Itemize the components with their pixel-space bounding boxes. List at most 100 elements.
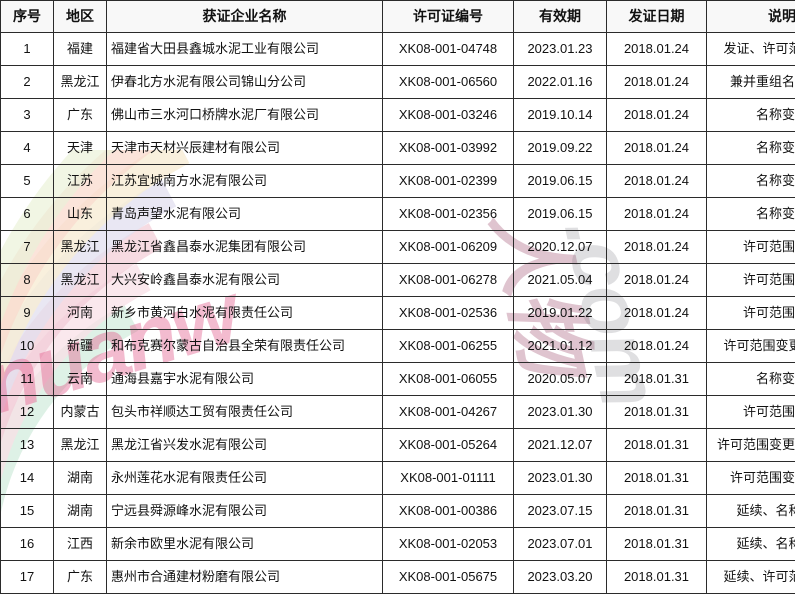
cell-region: 天津 xyxy=(53,131,107,165)
cell-issue-date: 2018.01.24 xyxy=(606,32,707,66)
cell-validity-date: 2019.10.14 xyxy=(513,98,607,132)
column-header-issue-date: 发证日期 xyxy=(606,0,707,33)
cell-company-name: 黑龙江省兴发水泥有限公司 xyxy=(106,428,383,462)
cell-region: 云南 xyxy=(53,362,107,396)
cell-validity-date: 2019.06.15 xyxy=(513,164,607,198)
cell-region: 湖南 xyxy=(53,461,107,495)
cell-license-number: XK08-001-01111 xyxy=(382,461,514,495)
cell-region: 黑龙江 xyxy=(53,263,107,297)
table-row: 16 江西 新余市欧里水泥有限公司 XK08-001-02053 2023.07.01 2… xyxy=(0,527,795,561)
cell-region: 山东 xyxy=(53,197,107,231)
table-row: 4 天津 天津市天材兴辰建材有限公司 XK08-001-03992 2019.09.22… xyxy=(0,131,795,165)
cell-note: 许可范围变更 xyxy=(706,230,795,264)
table-row: 8 黑龙江 大兴安岭鑫昌泰水泥有限公司 XK08-001-06278 2021.05.0… xyxy=(0,263,795,297)
table-row: 9 河南 新乡市黄河白水泥有限责任公司 XK08-001-02536 2019.01.2… xyxy=(0,296,795,330)
cell-license-number: XK08-001-06209 xyxy=(382,230,514,264)
table-row: 14 湖南 永州莲花水泥有限责任公司 XK08-001-01111 2023.01.30… xyxy=(0,461,795,495)
column-header-region: 地区 xyxy=(53,0,107,33)
cell-validity-date: 2020.05.07 xyxy=(513,362,607,396)
table-row: 10 新疆 和布克赛尔蒙古自治县全荣有限责任公司 XK08-001-06255 2021… xyxy=(0,329,795,363)
cell-license-number: XK08-001-06278 xyxy=(382,263,514,297)
cell-index: 1 xyxy=(0,32,54,66)
cell-license-number: XK08-001-03992 xyxy=(382,131,514,165)
cell-issue-date: 2018.01.24 xyxy=(606,131,707,165)
cell-index: 14 xyxy=(0,461,54,495)
cell-region: 江苏 xyxy=(53,164,107,198)
cell-issue-date: 2018.01.24 xyxy=(606,197,707,231)
cell-note: 许可范围变更名称变更 xyxy=(706,428,795,462)
cell-validity-date: 2021.12.07 xyxy=(513,428,607,462)
cell-company-name: 天津市天材兴辰建材有限公司 xyxy=(106,131,383,165)
cell-validity-date: 2022.01.16 xyxy=(513,65,607,99)
cell-license-number: XK08-001-00386 xyxy=(382,494,514,528)
cell-region: 广东 xyxy=(53,560,107,594)
cell-license-number: XK08-001-04267 xyxy=(382,395,514,429)
table-row: 13 黑龙江 黑龙江省兴发水泥有限公司 XK08-001-05264 2021.12.0… xyxy=(0,428,795,462)
cell-issue-date: 2018.01.31 xyxy=(606,527,707,561)
cell-region: 黑龙江 xyxy=(53,230,107,264)
table-header: 序号 地区 获证企业名称 许可证编号 有效期 发证日期 说明 xyxy=(0,0,795,33)
cell-company-name: 江苏宜城南方水泥有限公司 xyxy=(106,164,383,198)
cell-issue-date: 2018.01.31 xyxy=(606,461,707,495)
cell-issue-date: 2018.01.24 xyxy=(606,230,707,264)
cell-issue-date: 2018.01.31 xyxy=(606,362,707,396)
table-row: 15 湖南 宁远县舜源峰水泥有限公司 XK08-001-00386 2023.07.15… xyxy=(0,494,795,528)
cell-validity-date: 2019.09.22 xyxy=(513,131,607,165)
cell-region: 新疆 xyxy=(53,329,107,363)
table-row: 5 江苏 江苏宜城南方水泥有限公司 XK08-001-02399 2019.06.15 2… xyxy=(0,164,795,198)
cell-company-name: 包头市祥顺达工贸有限责任公司 xyxy=(106,395,383,429)
cell-company-name: 新余市欧里水泥有限公司 xyxy=(106,527,383,561)
cell-region: 黑龙江 xyxy=(53,428,107,462)
cell-note: 名称变更 xyxy=(706,131,795,165)
column-header-index: 序号 xyxy=(0,0,54,33)
cell-region: 福建 xyxy=(53,32,107,66)
cell-index: 2 xyxy=(0,65,54,99)
cell-company-name: 宁远县舜源峰水泥有限公司 xyxy=(106,494,383,528)
cell-validity-date: 2019.06.15 xyxy=(513,197,607,231)
cell-license-number: XK08-001-02053 xyxy=(382,527,514,561)
cell-validity-date: 2023.07.01 xyxy=(513,527,607,561)
cell-company-name: 永州莲花水泥有限责任公司 xyxy=(106,461,383,495)
cell-company-name: 福建省大田县鑫城水泥工业有限公司 xyxy=(106,32,383,66)
cell-note: 许可范围变更 xyxy=(706,296,795,330)
cell-validity-date: 2023.01.30 xyxy=(513,395,607,429)
cell-validity-date: 2023.01.23 xyxy=(513,32,607,66)
cell-issue-date: 2018.01.24 xyxy=(606,65,707,99)
cell-index: 6 xyxy=(0,197,54,231)
cell-license-number: XK08-001-02536 xyxy=(382,296,514,330)
cell-validity-date: 2020.12.07 xyxy=(513,230,607,264)
cell-issue-date: 2018.01.31 xyxy=(606,428,707,462)
cell-issue-date: 2018.01.24 xyxy=(606,263,707,297)
cell-note: 名称变更 xyxy=(706,98,795,132)
cell-license-number: XK08-001-02399 xyxy=(382,164,514,198)
cell-region: 广东 xyxy=(53,98,107,132)
cell-validity-date: 2023.01.30 xyxy=(513,461,607,495)
cell-note: 延续、许可范围变更 xyxy=(706,560,795,594)
cell-index: 8 xyxy=(0,263,54,297)
table-row: 7 黑龙江 黑龙江省鑫昌泰水泥集团有限公司 XK08-001-06209 2020.12… xyxy=(0,230,795,264)
table-row: 6 山东 青岛声望水泥有限公司 XK08-001-02356 2019.06.15 201… xyxy=(0,197,795,231)
cell-note: 许可范围变更 xyxy=(706,263,795,297)
cell-license-number: XK08-001-03246 xyxy=(382,98,514,132)
table-row: 1 福建 福建省大田县鑫城水泥工业有限公司 XK08-001-04748 2023.01… xyxy=(0,32,795,66)
cell-issue-date: 2018.01.31 xyxy=(606,560,707,594)
cell-issue-date: 2018.01.31 xyxy=(606,395,707,429)
cell-index: 12 xyxy=(0,395,54,429)
cell-note: 兼并重组名称变更 xyxy=(706,65,795,99)
cell-company-name: 新乡市黄河白水泥有限责任公司 xyxy=(106,296,383,330)
cell-note: 延续、名称变更 xyxy=(706,527,795,561)
cell-license-number: XK08-001-06560 xyxy=(382,65,514,99)
cell-index: 5 xyxy=(0,164,54,198)
cell-region: 江西 xyxy=(53,527,107,561)
cell-index: 9 xyxy=(0,296,54,330)
cell-license-number: XK08-001-05264 xyxy=(382,428,514,462)
cell-note: 许可范围变更 xyxy=(706,395,795,429)
cell-index: 3 xyxy=(0,98,54,132)
cell-note: 名称变更 xyxy=(706,197,795,231)
table-row: 17 广东 惠州市合通建材粉磨有限公司 XK08-001-05675 2023.03.2… xyxy=(0,560,795,594)
cell-issue-date: 2018.01.24 xyxy=(606,296,707,330)
cell-company-name: 黑龙江省鑫昌泰水泥集团有限公司 xyxy=(106,230,383,264)
cell-index: 15 xyxy=(0,494,54,528)
